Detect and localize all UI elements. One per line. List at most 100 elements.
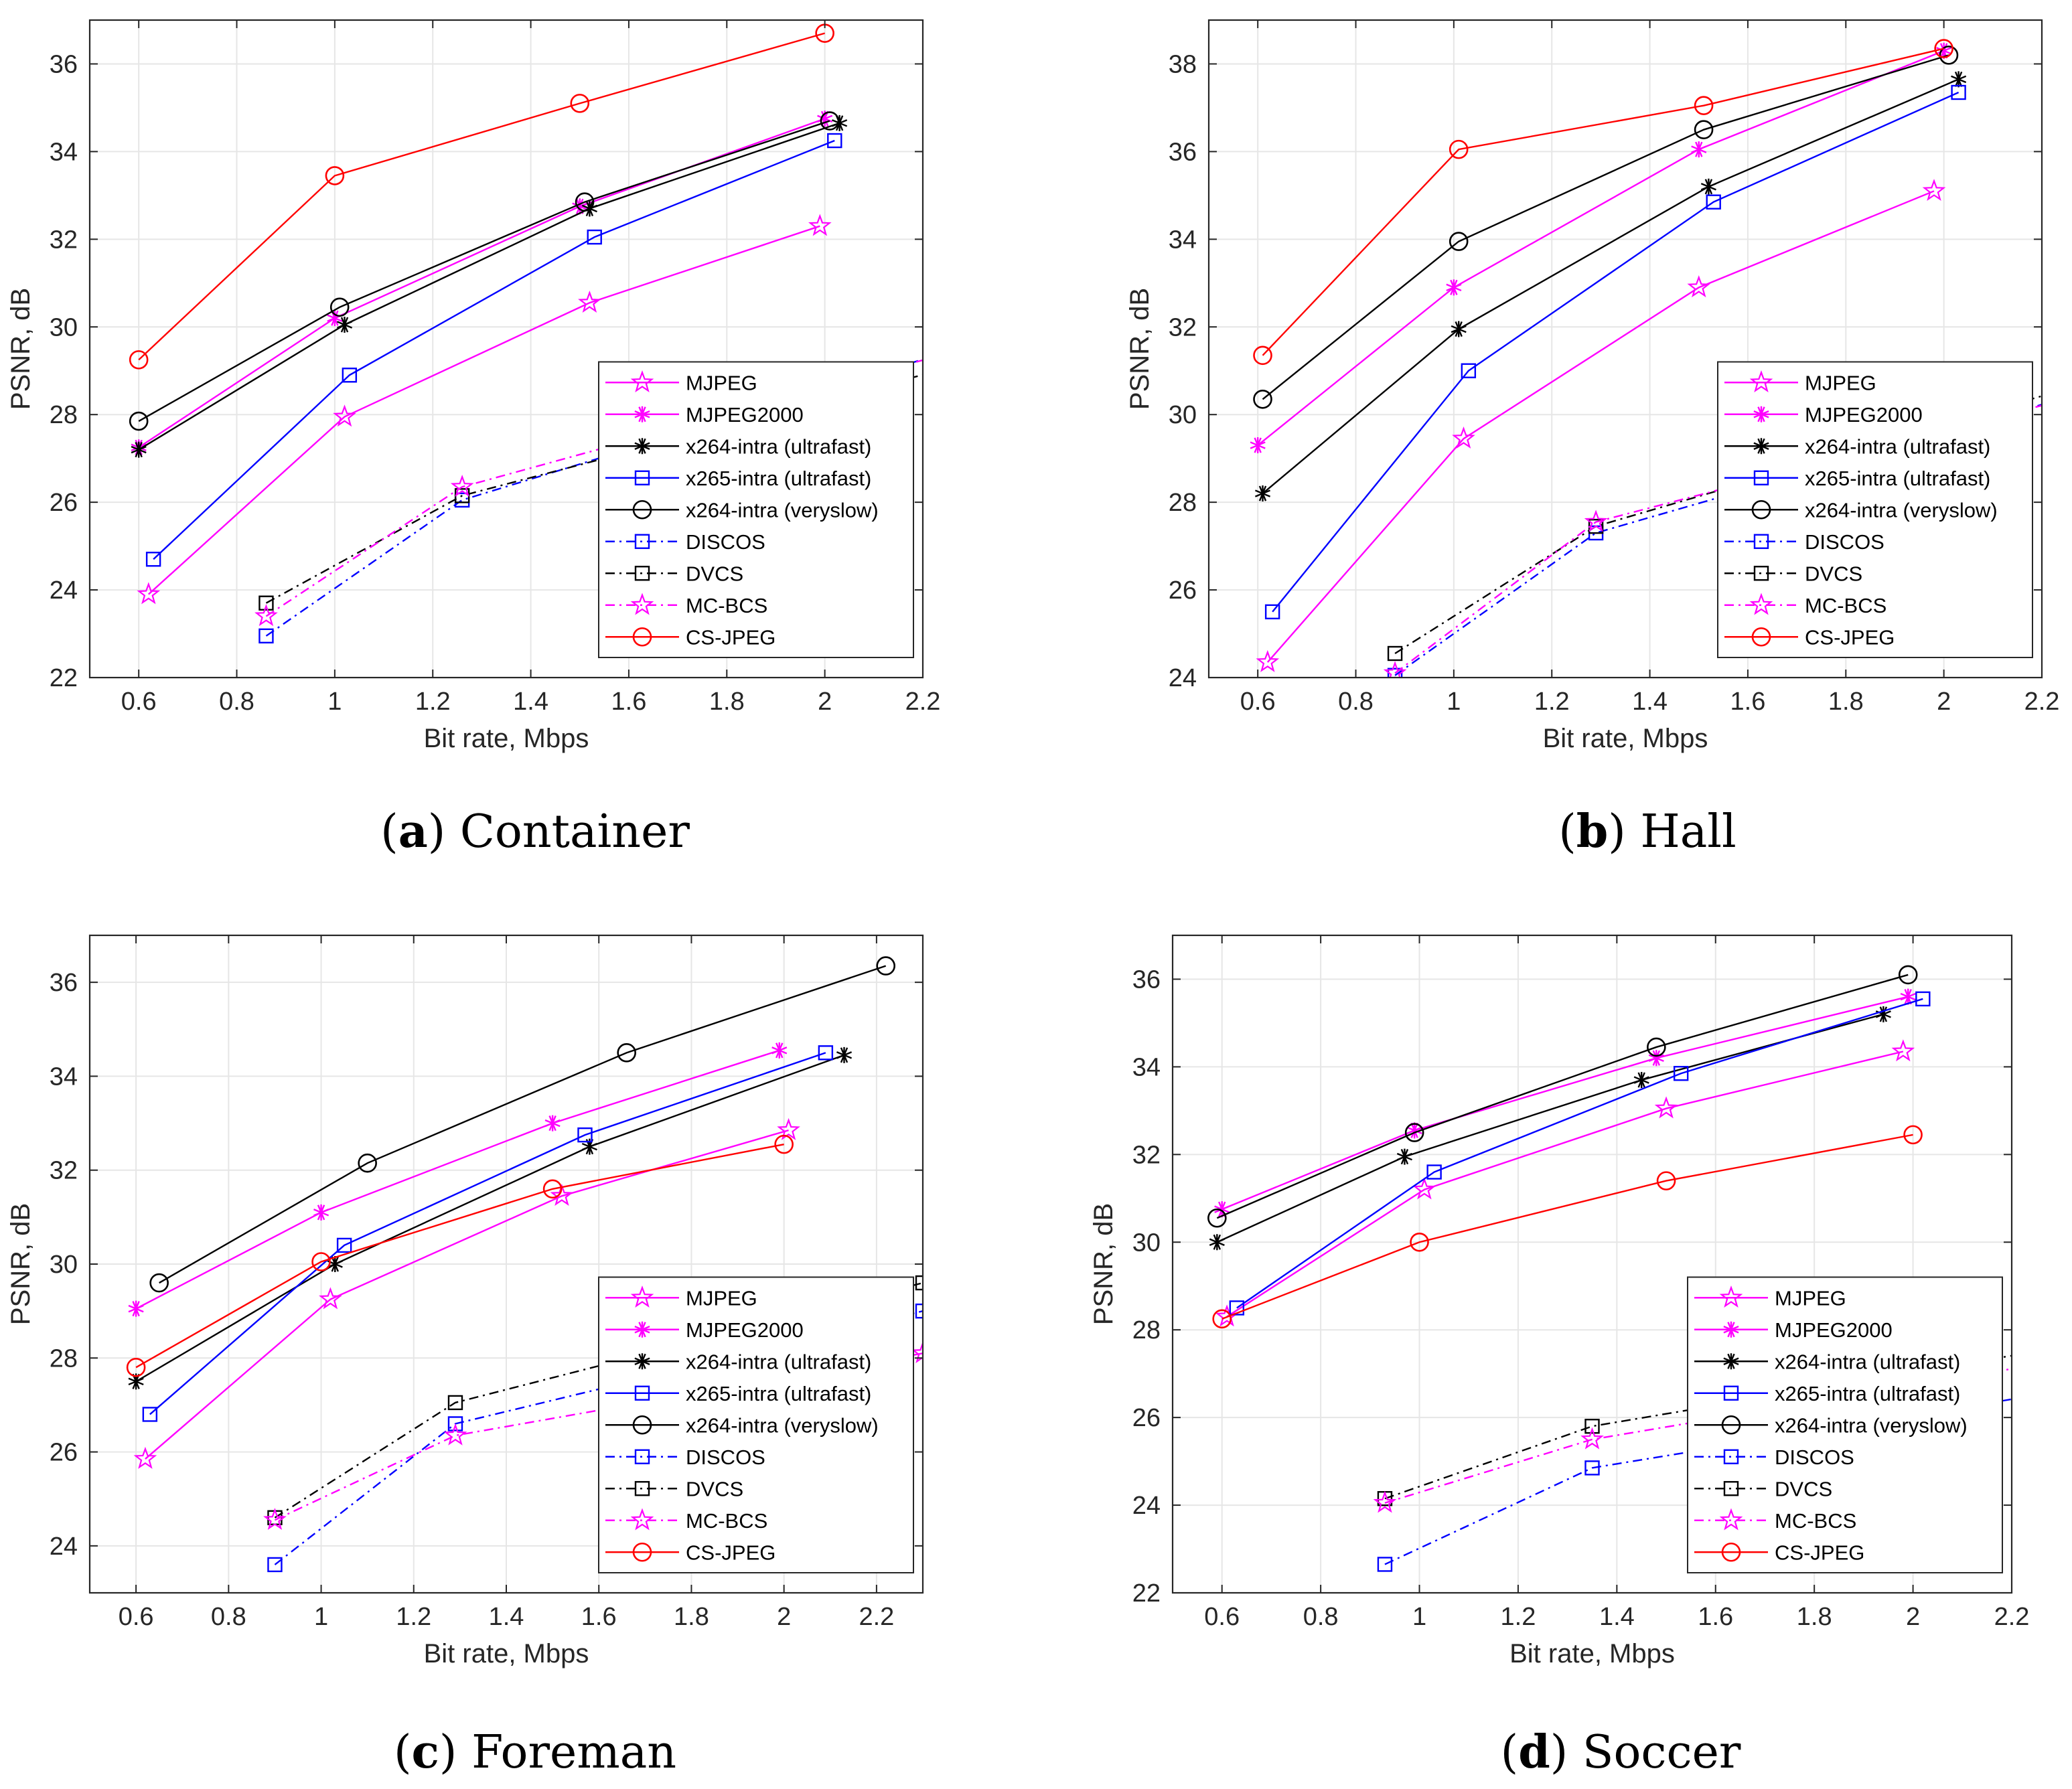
legend-marker-x264-intra-veryslow (632, 499, 652, 520)
y-tick-label: 24 (1169, 664, 1197, 692)
y-tick-label: 32 (50, 226, 78, 254)
chart-panel-d: 0.6 0.8 1 1.2 1.4 1.6 1.8 2 2.2 22 24 26 28 30 32 34 36 B… (1089, 934, 2071, 1779)
data-point-x264-intra-veryslow (1404, 1123, 1424, 1142)
data-point-mjpeg2000 (1936, 42, 1952, 59)
legend-marker-x265-intra-ultrafast (634, 470, 650, 485)
data-point-mjpeg (1922, 179, 1946, 202)
data-point-mjpeg (333, 404, 356, 427)
data-point-cs-jpeg (1253, 345, 1272, 366)
legend-label-dvcs: DVCS (686, 1477, 743, 1500)
data-point-mjpeg (319, 1287, 342, 1310)
legend-marker-x265-intra-ultrafast (1723, 1385, 1739, 1401)
series-line-x264-intra-veryslow (1262, 54, 1949, 400)
y-tick-label: 34 (50, 138, 78, 166)
legend-label-mc-bcs: MC-BCS (686, 594, 767, 617)
legend-label-mjpeg2000: MJPEG2000 (1775, 1318, 1893, 1342)
y-tick-label: 26 (1132, 1404, 1161, 1432)
data-point-mjpeg2000 (327, 310, 343, 327)
y-tick-label: 22 (50, 664, 78, 692)
series-line-x264-intra-ultrafast (1262, 78, 1959, 494)
legend-marker-x264-intra-ultrafast (634, 438, 650, 455)
data-point-x265-intra-ultrafast (1461, 363, 1477, 378)
series-line-mc-bcs (1394, 404, 2042, 674)
legend-marker-mjpeg2000 (1723, 1321, 1739, 1338)
y-tick-label: 26 (50, 489, 78, 517)
caption-title: Foreman (471, 1726, 676, 1779)
y-axis-label: PSNR, dB (1125, 288, 1155, 410)
legend-marker-mjpeg (1749, 370, 1773, 392)
data-point-x264-intra-ultrafast (1396, 1148, 1412, 1165)
x-tick-label: 1.4 (1599, 1603, 1635, 1631)
x-tick-label: 1 (327, 688, 342, 716)
legend-label-cs-jpeg: CS-JPEG (1775, 1541, 1864, 1564)
series-line-mjpeg2000 (135, 1049, 780, 1310)
data-point-x264-intra-ultrafast (1451, 321, 1467, 337)
legend-label-mc-bcs: MC-BCS (1775, 1509, 1856, 1533)
series-line-mjpeg (1226, 1051, 1904, 1318)
data-point-mjpeg (1654, 1096, 1678, 1119)
axes-box (1171, 934, 2013, 1594)
legend-marker-mc-bcs (1749, 593, 1773, 615)
series-line-mjpeg (148, 225, 820, 595)
data-point-x264-intra-ultrafast (836, 1046, 853, 1063)
data-point-cs-jpeg (129, 350, 149, 370)
legend-marker-mjpeg2000 (634, 406, 650, 422)
legend-marker-cs-jpeg (632, 1542, 652, 1562)
y-tick-label: 36 (1132, 965, 1161, 994)
legend-marker-x264-intra-ultrafast (634, 1353, 650, 1370)
data-point-x264-intra-ultrafast (1700, 178, 1716, 195)
data-point-x264-intra-veryslow (1207, 1208, 1227, 1228)
data-point-x264-intra-ultrafast (1633, 1072, 1649, 1089)
data-point-x264-intra-ultrafast (832, 114, 848, 131)
y-tick-label: 38 (1169, 50, 1197, 78)
legend-label-x264-intra-veryslow: x264-intra (veryslow) (686, 1413, 879, 1437)
data-point-cs-jpeg (1449, 139, 1469, 159)
y-axis-label: PSNR, dB (6, 1203, 35, 1325)
series-line-x264-intra-veryslow (159, 965, 887, 1284)
series-line-x264-intra-ultrafast (1216, 1013, 1884, 1243)
y-tick-label: 30 (50, 313, 78, 341)
data-point-mjpeg2000 (128, 1300, 144, 1317)
legend-marker-dvcs (634, 1481, 650, 1496)
legend-marker-mc-bcs (1719, 1508, 1743, 1531)
y-tick-label: 28 (50, 1344, 78, 1373)
data-point-cs-jpeg (774, 1134, 794, 1154)
x-tick-label: 1.8 (1797, 1603, 1832, 1631)
data-point-mc-bcs (263, 1508, 287, 1531)
legend: MJPEG MJPEG2000 x264-intra (ultrafast) x265… (1687, 1276, 2003, 1573)
legend-label-x264-intra-veryslow: x264-intra (veryslow) (1775, 1413, 1968, 1437)
caption-title: Hall (1640, 805, 1736, 858)
data-point-x265-intra-ultrafast (827, 133, 842, 149)
legend-marker-x264-intra-veryslow (1721, 1415, 1741, 1435)
data-point-dvcs (2055, 1340, 2068, 1354)
data-point-x264-intra-veryslow (149, 1273, 169, 1293)
y-tick-label: 28 (50, 401, 78, 429)
data-point-mc-bcs (2051, 1350, 2071, 1369)
legend-label-mjpeg2000: MJPEG2000 (1805, 403, 1923, 426)
legend-label-mjpeg2000: MJPEG2000 (686, 403, 804, 426)
y-tick-label: 26 (1169, 576, 1197, 605)
data-point-cs-jpeg (1934, 39, 1953, 58)
data-point-discos (915, 1303, 923, 1319)
legend-marker-x264-intra-ultrafast (1753, 438, 1769, 455)
y-tick-label: 24 (1132, 1492, 1161, 1520)
data-point-x264-intra-veryslow (1449, 232, 1469, 251)
series-layer (129, 23, 923, 644)
x-tick-label: 1.6 (1698, 1603, 1733, 1631)
data-point-dvcs (447, 1395, 463, 1411)
series-line-x265-intra-ultrafast (149, 1052, 826, 1415)
x-axis-label: Bit rate, Mbps (1509, 1639, 1675, 1668)
subfigure-caption: (a) Container (380, 805, 690, 858)
legend-label-dvcs: DVCS (1805, 562, 1862, 585)
subfigure-caption: (c) Foreman (394, 1725, 676, 1779)
series-line-mc-bcs (274, 1352, 923, 1521)
data-point-x265-intra-ultrafast (577, 1127, 593, 1143)
data-point-cs-jpeg (325, 166, 345, 185)
x-tick-label: 0.6 (121, 688, 157, 716)
chart-panel-a: 0.6 0.8 1 1.2 1.4 1.6 1.8 2 2.2 22 24 26 28 30 32 34 36 B… (6, 19, 940, 858)
data-point-cs-jpeg (1656, 1171, 1676, 1190)
y-tick-label: 30 (1169, 401, 1197, 429)
legend-marker-cs-jpeg (1751, 627, 1771, 647)
legend-label-x264-intra-veryslow: x264-intra (veryslow) (1805, 498, 1998, 522)
data-point-x264-intra-ultrafast (336, 316, 353, 333)
